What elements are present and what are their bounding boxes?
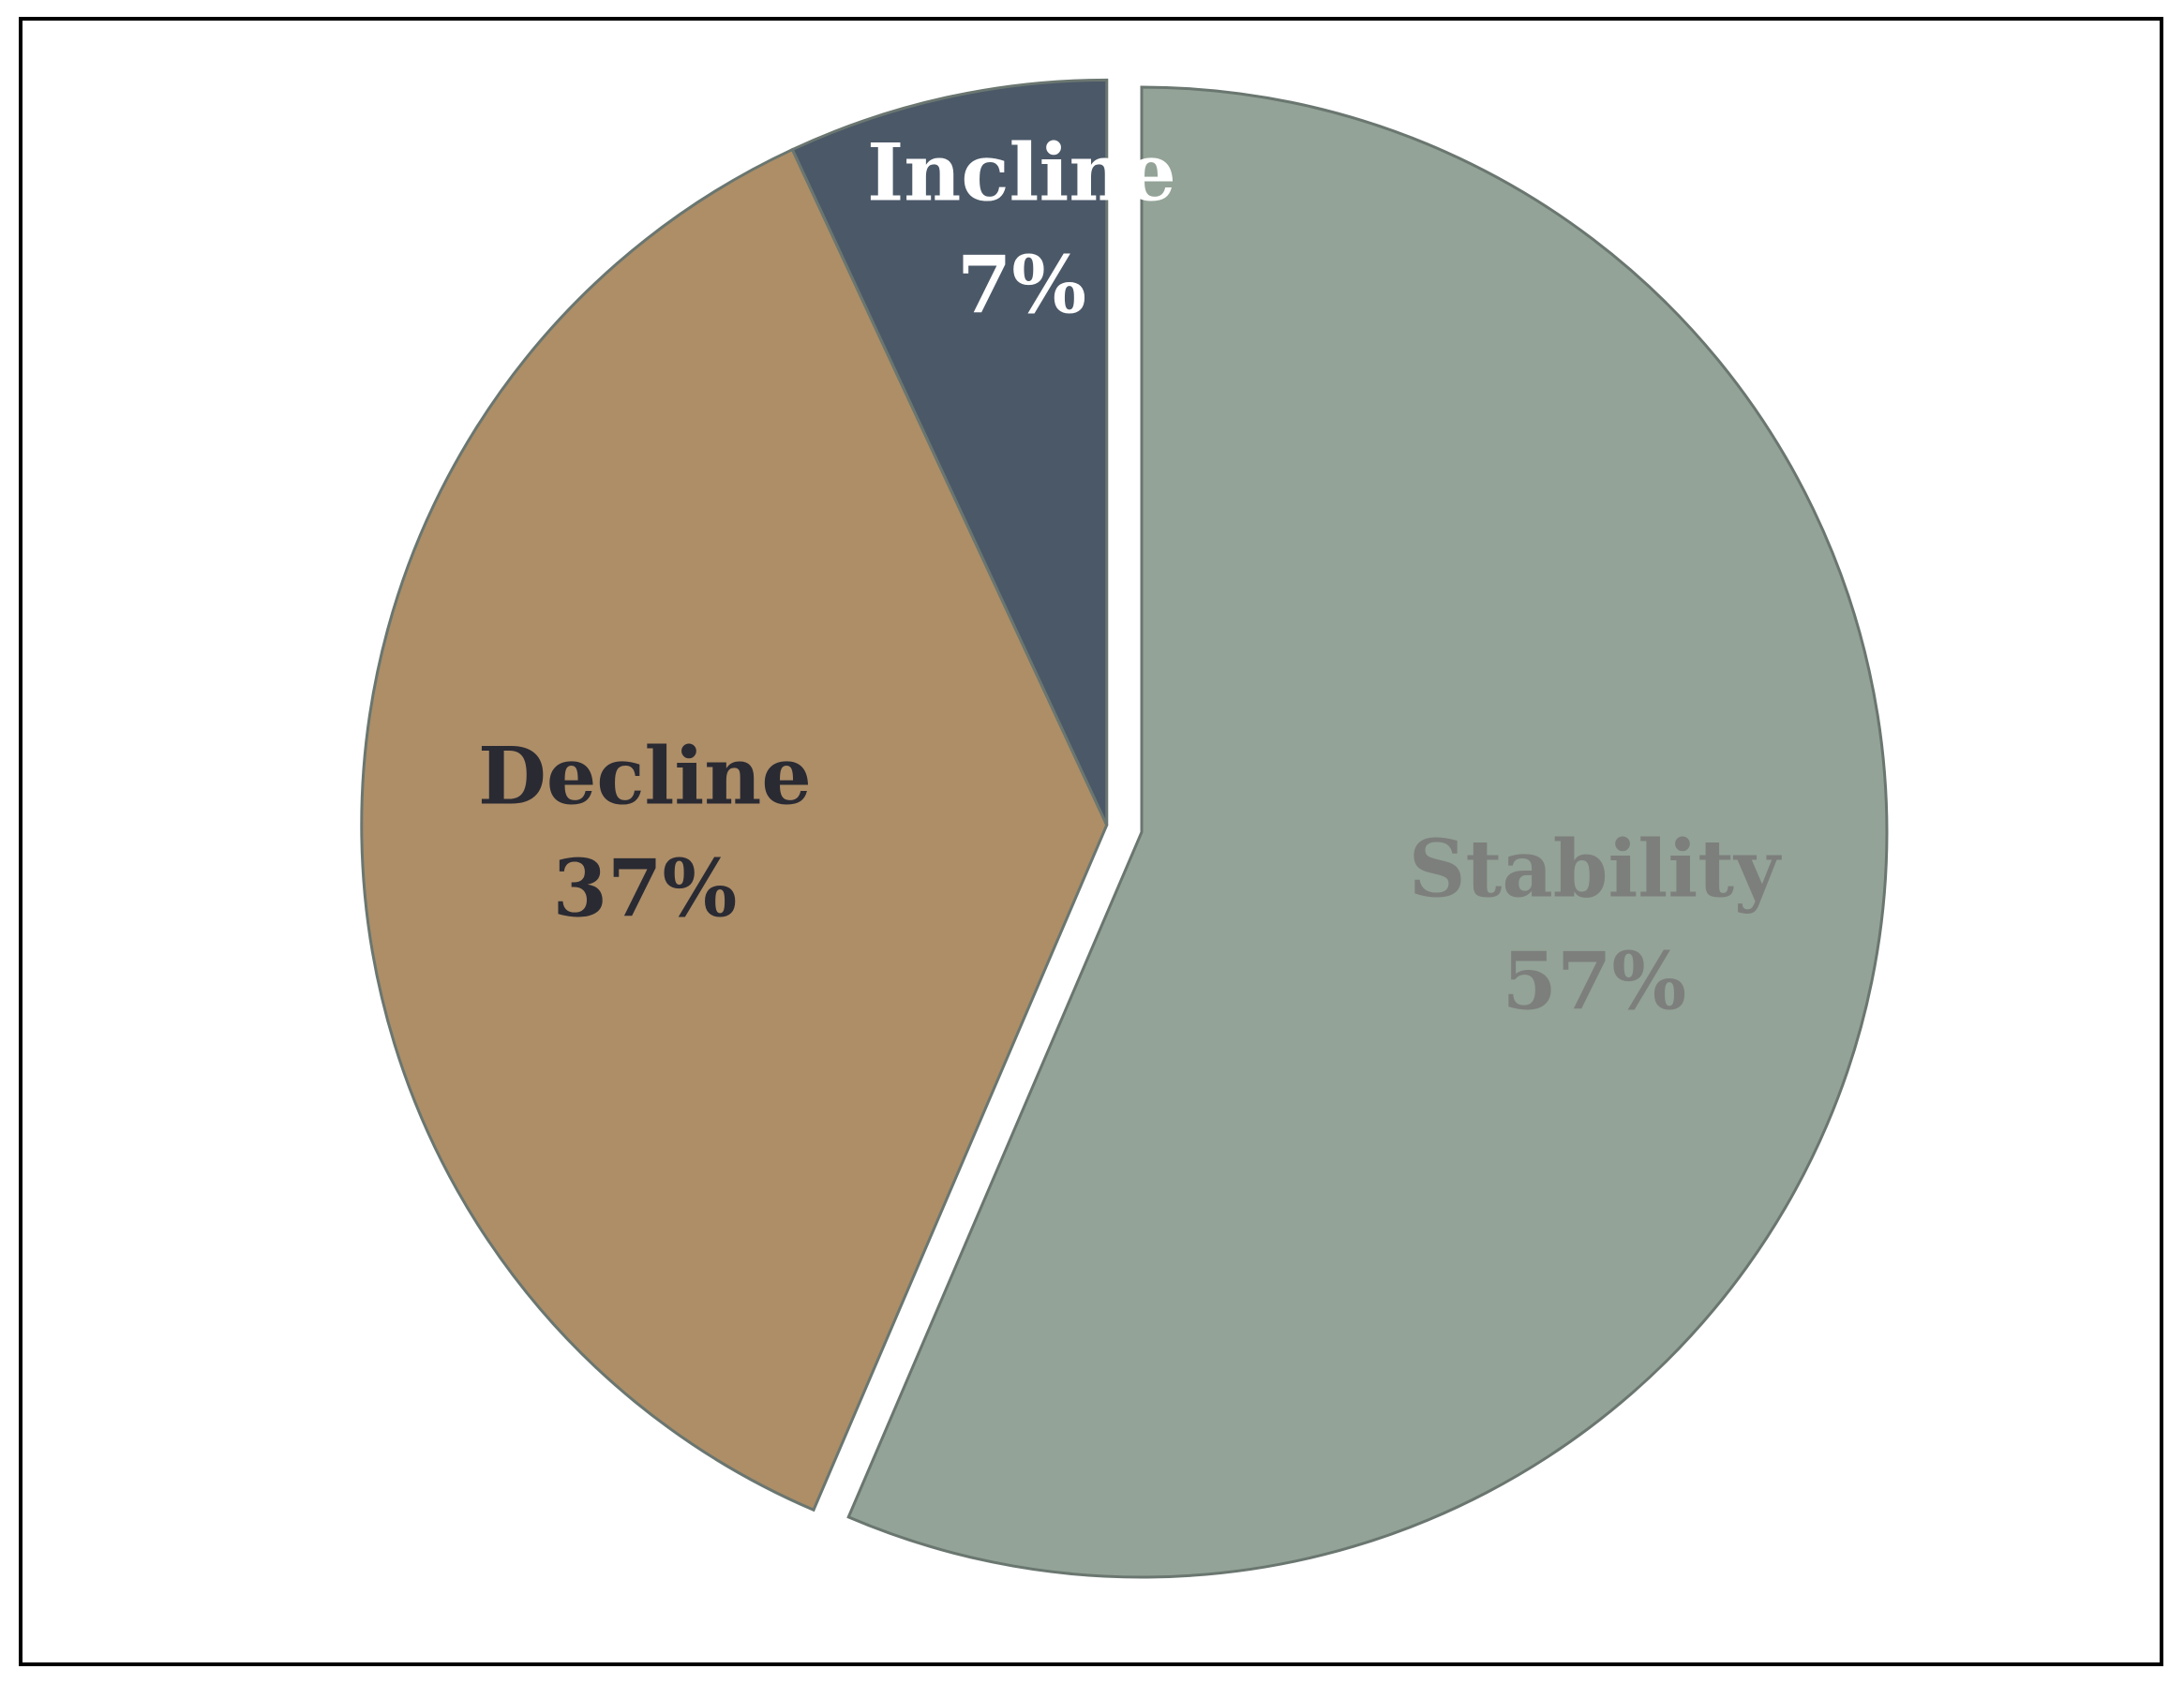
pie-labels: Stability 57% Decline 37% Incline 7% <box>478 126 1782 1027</box>
pie-slice-stability <box>846 85 1889 1579</box>
slice-percent-incline: 7% <box>957 238 1086 331</box>
slice-percent-stability: 57% <box>1503 934 1687 1027</box>
pie-slices <box>360 78 1889 1579</box>
slice-percent-decline: 37% <box>553 842 738 934</box>
slice-label-decline: Decline <box>478 729 812 822</box>
pie-slice-incline <box>790 78 1109 827</box>
slice-label-stability: Stability <box>1409 822 1782 915</box>
pie-slice-decline <box>360 147 1109 1513</box>
slice-label-incline: Incline <box>867 126 1176 218</box>
